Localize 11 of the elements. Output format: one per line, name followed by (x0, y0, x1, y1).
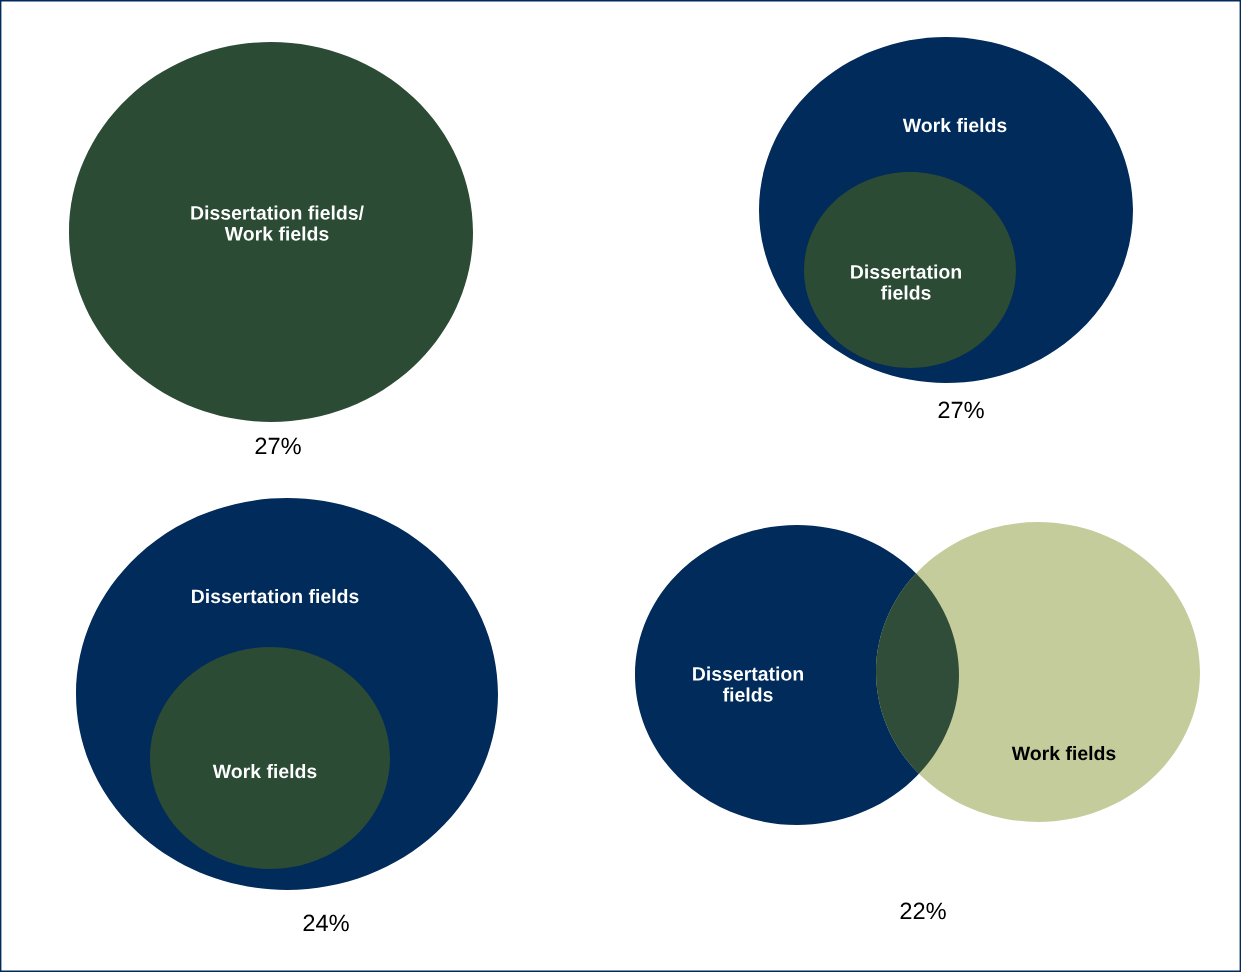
data-label: 22% (900, 902, 946, 920)
text: Dissertation fields (192, 588, 359, 604)
text: Work fields (1011, 745, 1116, 761)
text: Work fields (902, 117, 1007, 133)
data-label: 27% (255, 437, 301, 455)
text: Work fields (212, 763, 317, 779)
data-label: 27% (938, 401, 984, 419)
text: Dissertation fields (693, 666, 803, 702)
data-label: 24% (303, 914, 349, 932)
text: Dissertation fields (851, 264, 961, 300)
text: Dissertation fields/ Work fields (191, 205, 364, 241)
